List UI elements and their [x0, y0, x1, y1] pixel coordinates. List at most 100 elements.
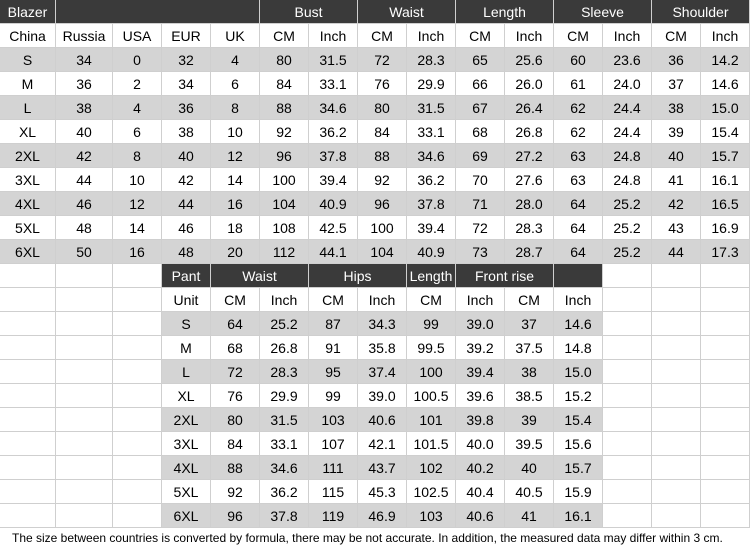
empty-cell	[603, 480, 652, 504]
pant-cell: 101	[407, 408, 456, 432]
pant-cell: 15.4	[554, 408, 603, 432]
pant-column-header: Inch	[260, 288, 309, 312]
empty-cell	[0, 288, 56, 312]
empty-cell	[56, 480, 113, 504]
empty-cell	[0, 408, 56, 432]
empty-cell	[603, 264, 652, 288]
pant-cell: 39.0	[358, 384, 407, 408]
empty-cell	[603, 384, 652, 408]
blazer-cell: 66	[456, 72, 505, 96]
blazer-cell: 46	[162, 216, 211, 240]
blazer-cell: 18	[211, 216, 260, 240]
blazer-cell: 42	[56, 144, 113, 168]
blazer-cell: 16	[113, 240, 162, 264]
pant-group-header: Hips	[309, 264, 407, 288]
pant-cell: 119	[309, 504, 358, 528]
blazer-cell: 25.6	[505, 48, 554, 72]
pant-cell: 37.4	[358, 360, 407, 384]
blazer-cell: 112	[260, 240, 309, 264]
empty-cell	[701, 384, 750, 408]
blazer-column-header: CM	[260, 24, 309, 48]
pant-cell: 99	[309, 384, 358, 408]
empty-cell	[603, 408, 652, 432]
blazer-header-spacer	[56, 0, 260, 24]
empty-cell	[56, 336, 113, 360]
blazer-cell: 16	[211, 192, 260, 216]
blazer-cell: 92	[260, 120, 309, 144]
pant-cell: 39.2	[456, 336, 505, 360]
pant-cell: 92	[211, 480, 260, 504]
blazer-cell: 38	[652, 96, 701, 120]
pant-cell: 46.9	[358, 504, 407, 528]
blazer-cell: 4	[211, 48, 260, 72]
empty-cell	[603, 456, 652, 480]
pant-cell: 16.1	[554, 504, 603, 528]
blazer-cell: XL	[0, 120, 56, 144]
empty-cell	[0, 312, 56, 336]
blazer-cell: 67	[456, 96, 505, 120]
blazer-cell: 64	[554, 192, 603, 216]
pant-cell: 95	[309, 360, 358, 384]
blazer-cell: 8	[113, 144, 162, 168]
blazer-cell: 88	[358, 144, 407, 168]
pant-cell: 91	[309, 336, 358, 360]
blazer-cell: 34.6	[309, 96, 358, 120]
blazer-column-header: Inch	[603, 24, 652, 48]
blazer-cell: 14	[113, 216, 162, 240]
blazer-column-header: Inch	[407, 24, 456, 48]
blazer-cell: 14	[211, 168, 260, 192]
pant-cell: 3XL	[162, 432, 211, 456]
pant-cell: 100.5	[407, 384, 456, 408]
blazer-cell: 37.8	[309, 144, 358, 168]
blazer-cell: 24.4	[603, 120, 652, 144]
blazer-cell: 24.4	[603, 96, 652, 120]
blazer-cell: 44	[652, 240, 701, 264]
blazer-cell: 23.6	[603, 48, 652, 72]
empty-cell	[701, 288, 750, 312]
pant-cell: 15.9	[554, 480, 603, 504]
blazer-cell: 14.2	[701, 48, 750, 72]
empty-cell	[652, 480, 701, 504]
blazer-title: Blazer	[0, 0, 56, 24]
blazer-cell: 25.2	[603, 240, 652, 264]
pant-cell: 37	[505, 312, 554, 336]
blazer-cell: 73	[456, 240, 505, 264]
blazer-cell: 26.4	[505, 96, 554, 120]
empty-cell	[701, 504, 750, 528]
blazer-cell: 76	[358, 72, 407, 96]
blazer-cell: 36.2	[407, 168, 456, 192]
blazer-cell: 28.7	[505, 240, 554, 264]
pant-cell: 41	[505, 504, 554, 528]
pant-column-header: Inch	[554, 288, 603, 312]
empty-cell	[701, 360, 750, 384]
empty-cell	[56, 312, 113, 336]
empty-cell	[603, 312, 652, 336]
pant-group-header: Length	[407, 264, 456, 288]
blazer-cell: 104	[260, 192, 309, 216]
pant-cell: 39.0	[456, 312, 505, 336]
empty-cell	[652, 384, 701, 408]
blazer-cell: 36	[56, 72, 113, 96]
pant-cell: 26.8	[260, 336, 309, 360]
blazer-group-header: Waist	[358, 0, 456, 24]
empty-cell	[652, 432, 701, 456]
blazer-column-header: USA	[113, 24, 162, 48]
pant-cell: 40.0	[456, 432, 505, 456]
blazer-cell: 16.9	[701, 216, 750, 240]
pant-cell: 103	[407, 504, 456, 528]
blazer-group-header: Shoulder	[652, 0, 750, 24]
blazer-cell: 42	[652, 192, 701, 216]
blazer-cell: 100	[260, 168, 309, 192]
blazer-cell: 15.4	[701, 120, 750, 144]
pant-cell: 15.7	[554, 456, 603, 480]
pant-cell: 31.5	[260, 408, 309, 432]
empty-cell	[603, 360, 652, 384]
blazer-group-header: Length	[456, 0, 554, 24]
empty-cell	[113, 384, 162, 408]
pant-header-spacer	[554, 264, 603, 288]
pant-column-header: CM	[505, 288, 554, 312]
empty-cell	[0, 504, 56, 528]
empty-cell	[652, 336, 701, 360]
blazer-cell: S	[0, 48, 56, 72]
blazer-column-header: Inch	[309, 24, 358, 48]
